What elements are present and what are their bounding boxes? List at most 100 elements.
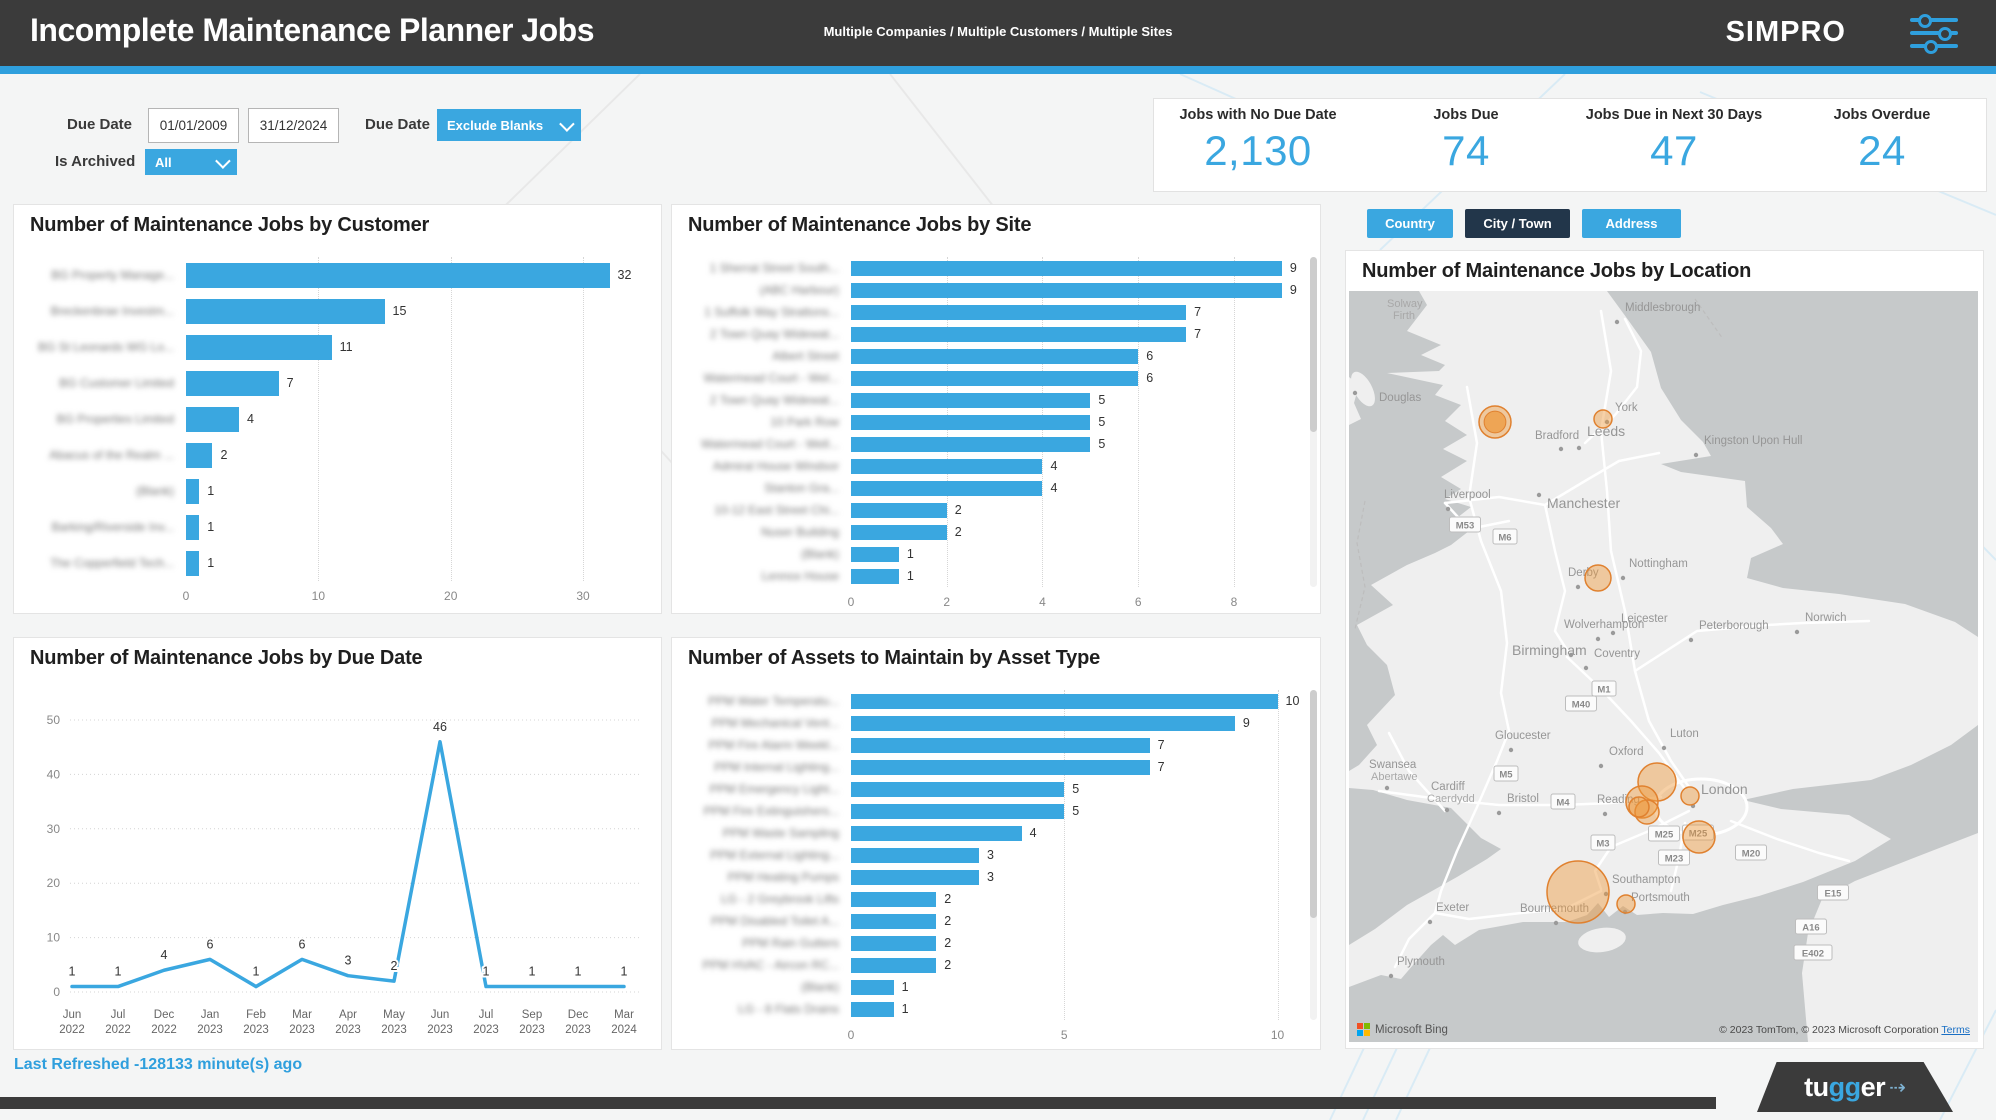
line-series[interactable] <box>70 740 626 989</box>
bar-site-6[interactable] <box>851 392 1091 408</box>
scope-breadcrumb: Multiple Companies / Multiple Customers … <box>823 24 1173 39</box>
bar-asset-12[interactable] <box>851 957 937 973</box>
category-label-redacted: LG - 8 Flats Drains <box>738 1002 839 1016</box>
bar-site-11[interactable] <box>851 502 947 518</box>
scrollbar[interactable] <box>1310 257 1317 587</box>
category-label-redacted: Albert Street <box>772 349 839 363</box>
x-axis-tick: 2023 <box>427 1024 453 1036</box>
bar-customer-5[interactable] <box>186 442 213 468</box>
bar-customer-4[interactable] <box>186 406 239 432</box>
bar-value-label: 6 <box>1146 349 1154 363</box>
bar-customer-3[interactable] <box>186 370 279 396</box>
bar-customer-7[interactable] <box>186 514 200 540</box>
bar-customer-2[interactable] <box>186 334 332 360</box>
bar-asset-0[interactable] <box>851 693 1278 709</box>
map-label: Douglas <box>1379 392 1421 404</box>
kpi-jobs-due-30-days: Jobs Due in Next 30 Days 47 <box>1570 99 1778 191</box>
bar-asset-10[interactable] <box>851 913 937 929</box>
bar-value-label: 7 <box>1194 327 1202 341</box>
scrollbar-thumb[interactable] <box>1310 690 1317 918</box>
due-date-from-input[interactable] <box>148 108 239 143</box>
kpi-value: 47 <box>1650 127 1698 174</box>
map-bubble-6[interactable] <box>1628 796 1650 818</box>
bar-asset-3[interactable] <box>851 759 1150 775</box>
bing-map[interactable]: Solway Firth Middlesbrough Douglas York Bradf… <box>1349 291 1978 1042</box>
bar-value-label: 4 <box>1050 481 1058 495</box>
data-label: 1 <box>575 965 582 979</box>
bar-customer-0[interactable] <box>186 262 610 288</box>
bar-asset-14[interactable] <box>851 1001 894 1017</box>
bar-site-10[interactable] <box>851 480 1043 496</box>
map-bubble-3[interactable] <box>1637 762 1677 802</box>
last-refreshed-status: Last Refreshed -128133 minute(s) ago <box>14 1056 303 1073</box>
bar-site-9[interactable] <box>851 458 1043 474</box>
bar-value-label: 9 <box>1289 283 1297 297</box>
bar-site-1[interactable] <box>851 282 1282 298</box>
map-label: Nottingham <box>1629 558 1688 570</box>
map-label: Gloucester <box>1495 730 1551 742</box>
bar-value-label: 7 <box>286 376 294 390</box>
bar-asset-7[interactable] <box>851 847 979 863</box>
great-britain-land <box>1349 291 1978 987</box>
bar-site-7[interactable] <box>851 414 1091 430</box>
map-bubble-7[interactable] <box>1680 786 1700 806</box>
bar-asset-5[interactable] <box>851 803 1065 819</box>
map-label: Middlesbrough <box>1625 302 1700 314</box>
bar-value-label: 5 <box>1072 804 1080 818</box>
tugger-text: tu <box>1804 1071 1829 1102</box>
map-label: Caerdydd <box>1427 793 1475 805</box>
is-archived-dropdown[interactable]: All <box>145 149 237 175</box>
due-date-to-input[interactable] <box>248 108 339 143</box>
simpro-logo: SIMPRO <box>1725 16 1846 48</box>
map-bubble-2[interactable] <box>1584 564 1612 592</box>
map-level-city-town-button[interactable]: City / Town <box>1465 209 1570 238</box>
bar-asset-9[interactable] <box>851 891 937 907</box>
map-bubble-10[interactable] <box>1616 894 1636 914</box>
kpi-panel: Jobs with No Due Date 2,130 Jobs Due 74 … <box>1153 98 1987 192</box>
x-axis-tick: 2023 <box>519 1024 545 1036</box>
gridline <box>1277 690 1279 1020</box>
bar-site-4[interactable] <box>851 348 1139 364</box>
map-bubble-4[interactable] <box>1625 785 1659 819</box>
map-bubble-1[interactable] <box>1593 409 1613 429</box>
bar-site-2[interactable] <box>851 304 1187 320</box>
map-terms-link[interactable]: Terms <box>1941 1024 1970 1036</box>
bar-customer-6[interactable] <box>186 478 200 504</box>
category-label-redacted: BG St Leonards WG Lo... <box>37 340 174 354</box>
x-axis-tick: 4 <box>1039 595 1046 609</box>
kpi-jobs-overdue: Jobs Overdue 24 <box>1778 99 1986 191</box>
bar-asset-2[interactable] <box>851 737 1150 753</box>
bar-asset-8[interactable] <box>851 869 979 885</box>
bar-site-8[interactable] <box>851 436 1091 452</box>
x-axis-tick: 2023 <box>289 1024 315 1036</box>
kpi-label: Jobs with No Due Date <box>1179 107 1337 123</box>
bar-asset-4[interactable] <box>851 781 1065 797</box>
map-bubble-9[interactable] <box>1546 860 1610 924</box>
bar-asset-11[interactable] <box>851 935 937 951</box>
bar-value-label: 2 <box>944 958 952 972</box>
bar-customer-8[interactable] <box>186 550 200 576</box>
map-level-country-button[interactable]: Country <box>1367 209 1453 238</box>
svg-text:30: 30 <box>47 822 61 836</box>
bar-asset-6[interactable] <box>851 825 1022 841</box>
scrollbar-thumb[interactable] <box>1310 257 1317 432</box>
bar-site-14[interactable] <box>851 568 899 584</box>
map-bubble-inner[interactable] <box>1483 410 1507 434</box>
bar-site-3[interactable] <box>851 326 1187 342</box>
x-axis-tick: 2024 <box>611 1024 637 1036</box>
map-label: Abertawe <box>1371 771 1417 783</box>
bar-customer-1[interactable] <box>186 298 385 324</box>
bar-asset-1[interactable] <box>851 715 1235 731</box>
bar-site-12[interactable] <box>851 524 947 540</box>
bar-site-5[interactable] <box>851 370 1139 386</box>
bar-asset-13[interactable] <box>851 979 894 995</box>
bar-site-13[interactable] <box>851 546 899 562</box>
tugger-text: er <box>1860 1071 1886 1102</box>
bar-site-0[interactable] <box>851 260 1282 276</box>
map-bubble-8[interactable] <box>1682 820 1716 854</box>
filter-sliders-icon[interactable] <box>1910 14 1958 54</box>
scrollbar[interactable] <box>1310 690 1317 1020</box>
due-date-filter-dropdown[interactable]: Exclude Blanks <box>437 109 581 141</box>
map-level-address-button[interactable]: Address <box>1582 209 1681 238</box>
x-axis-tick: 2023 <box>197 1024 223 1036</box>
